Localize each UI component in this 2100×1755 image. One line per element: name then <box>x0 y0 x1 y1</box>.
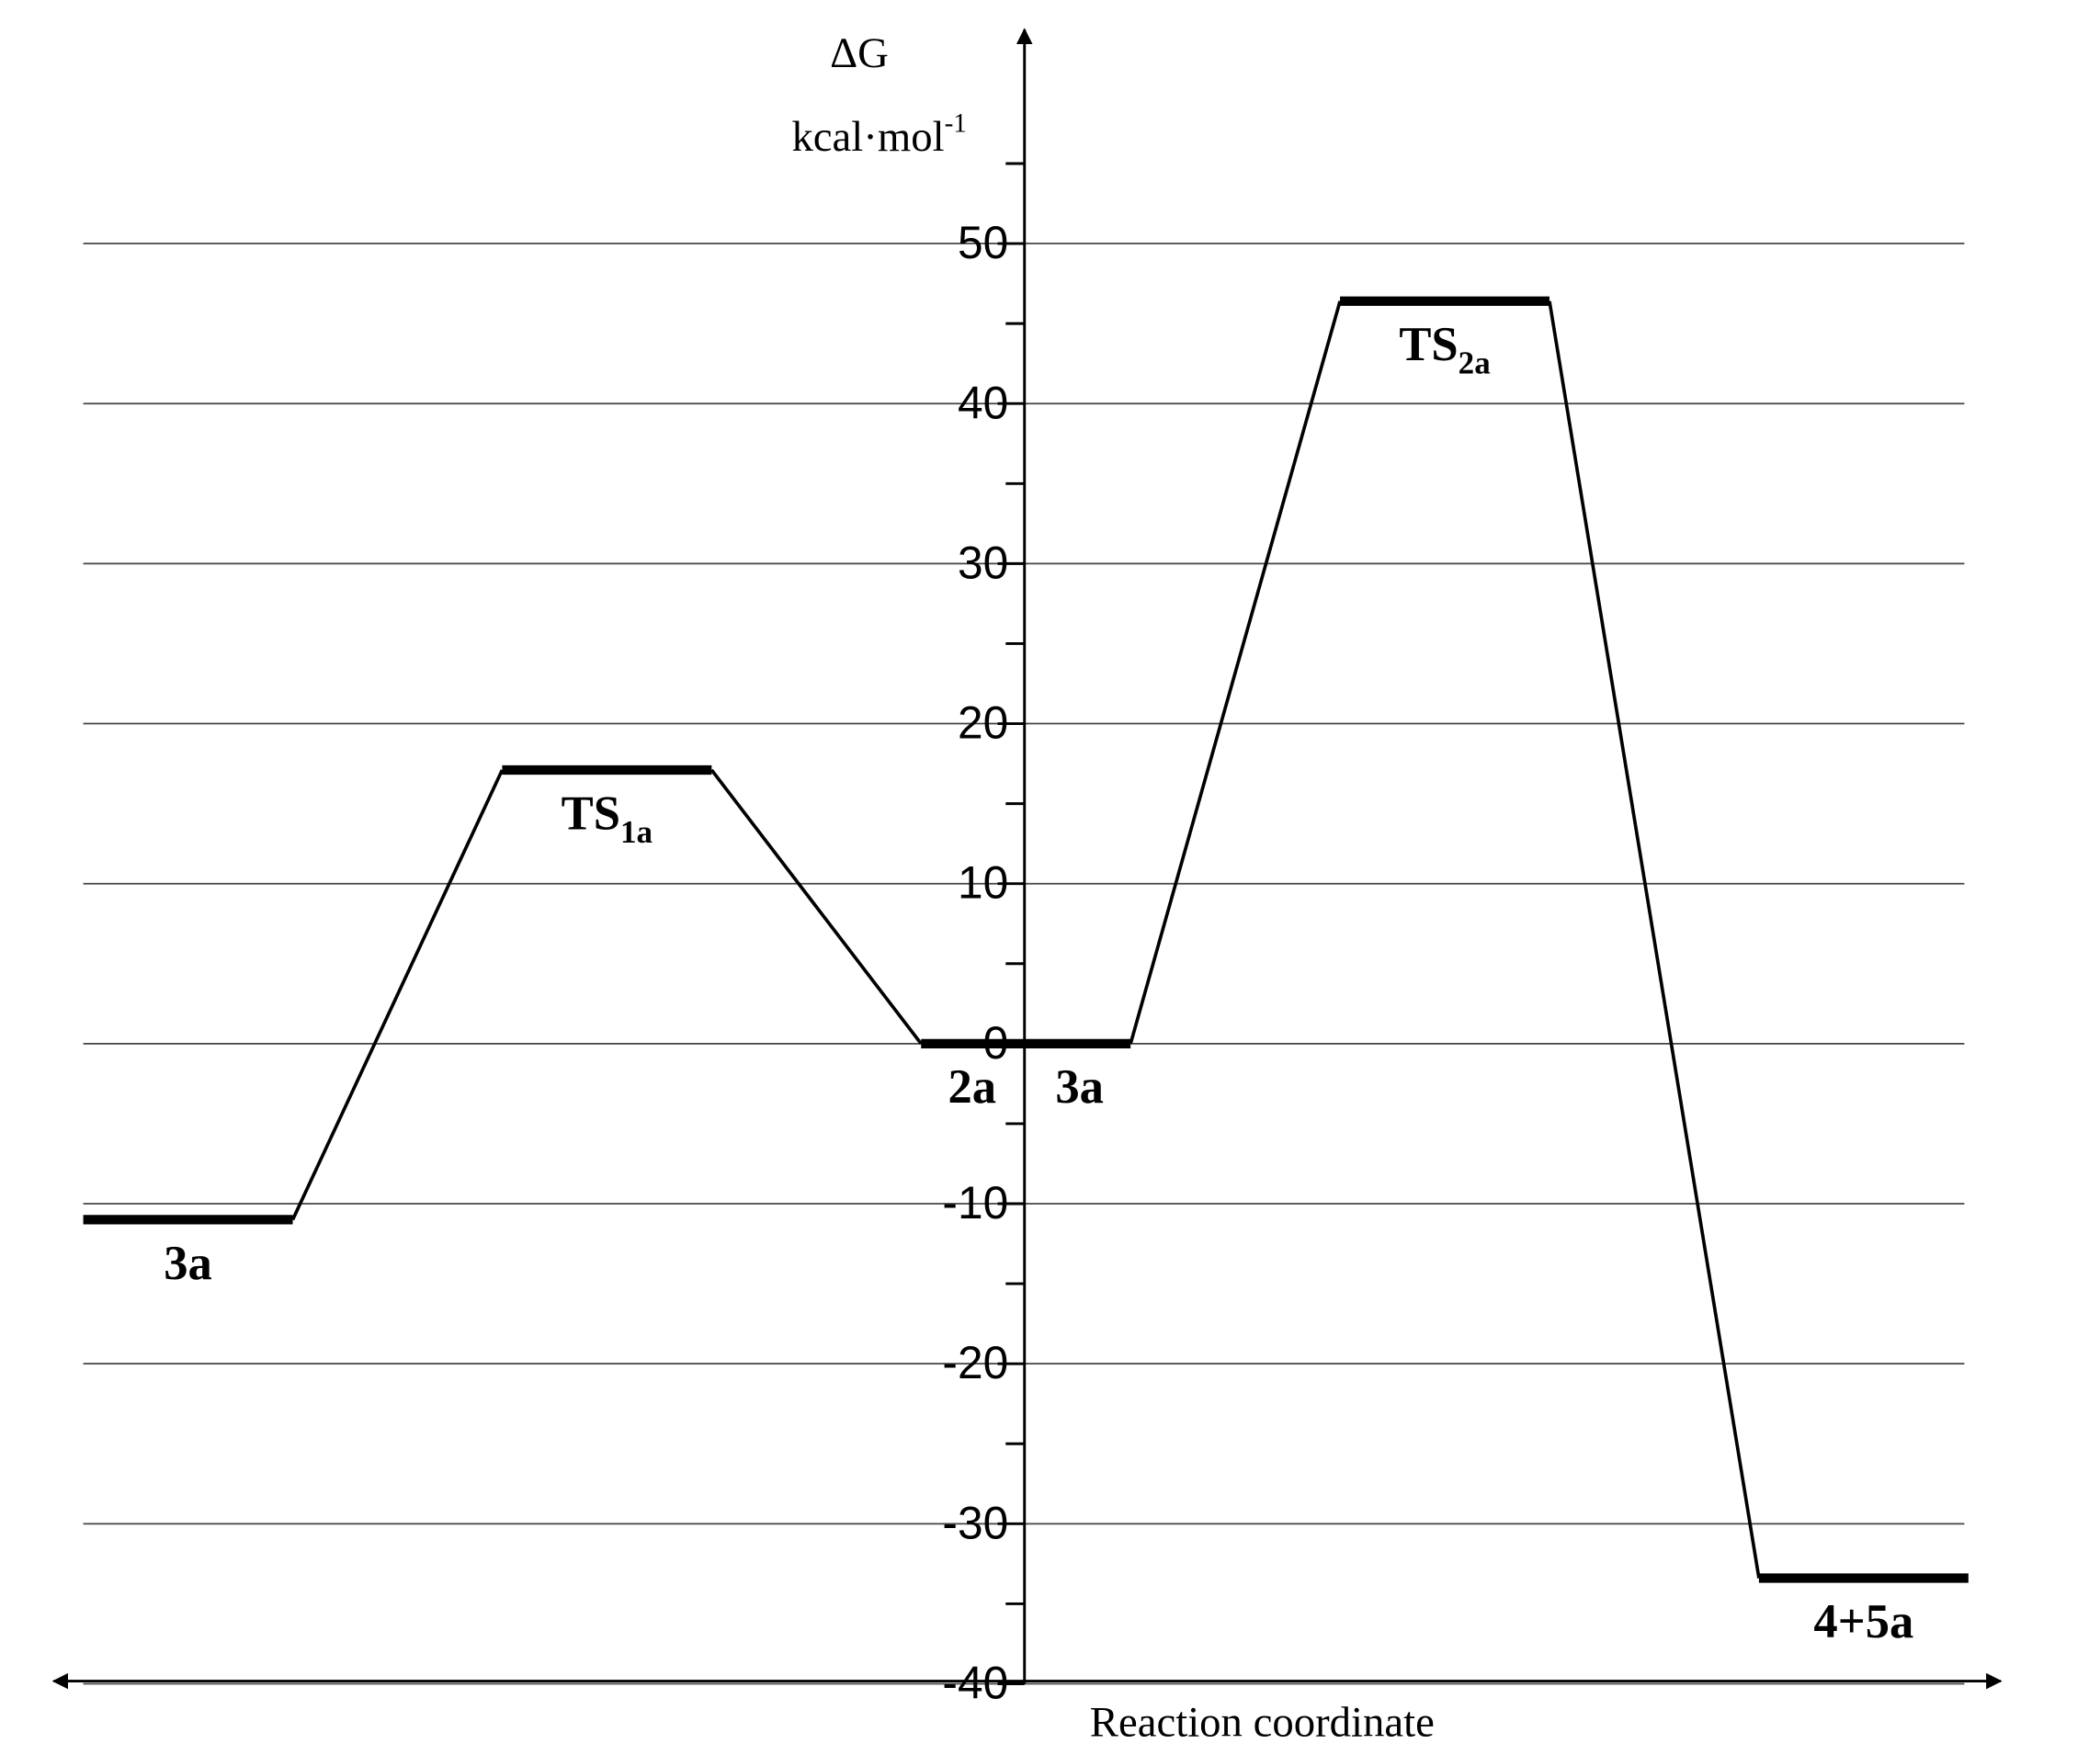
level-label: 4+5a <box>1813 1595 1913 1648</box>
level-label-text: 2a <box>948 1060 996 1114</box>
y-tick-label: 10 <box>958 857 1008 909</box>
level-label-sub: 1a <box>620 814 653 850</box>
y-tick-label: 50 <box>958 217 1008 268</box>
connector <box>1548 300 1761 1579</box>
level-label-text: 3a <box>1055 1060 1104 1114</box>
level-label: 3a <box>164 1237 212 1290</box>
y-unit-text: kcal·mol <box>791 113 944 161</box>
y-tick-label: -10 <box>942 1177 1008 1228</box>
level-label: 2a <box>948 1060 996 1114</box>
y-tick-label: -40 <box>942 1658 1008 1709</box>
level-label-text: 4+5a <box>1813 1595 1913 1648</box>
y-tick-label: -20 <box>942 1337 1008 1388</box>
y-tick-label: -30 <box>942 1497 1008 1548</box>
y-axis-unit: kcal·mol-1 <box>791 108 966 160</box>
connector <box>1129 300 1342 1045</box>
y-tick-label: 40 <box>958 377 1008 428</box>
level-label: TS2a <box>1399 318 1491 381</box>
level-label: 3a <box>1055 1060 1104 1114</box>
x-axis-title: Reaction coordinate <box>1090 1699 1435 1747</box>
level-label: TS1a <box>562 787 653 850</box>
y-tick-label: 20 <box>958 697 1008 749</box>
y-unit-sup: -1 <box>945 108 967 138</box>
level-label-text: TS <box>562 787 620 840</box>
y-axis-title: ΔG <box>830 29 889 77</box>
connector <box>290 769 505 1221</box>
y-tick-label: 30 <box>958 537 1008 588</box>
connector <box>709 768 923 1045</box>
level-label-text: 3a <box>164 1237 212 1290</box>
level-label-text: TS <box>1399 318 1458 371</box>
level-label-sub: 2a <box>1459 345 1492 381</box>
